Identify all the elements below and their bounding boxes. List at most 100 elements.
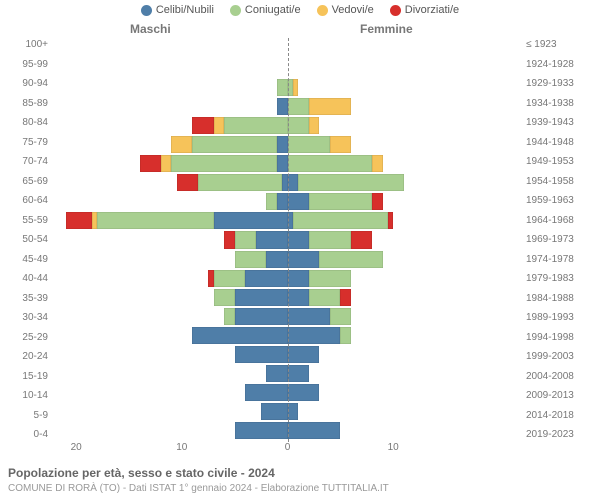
bar-segment-married — [192, 136, 277, 153]
age-band-label: 85-89 — [0, 99, 48, 109]
bar-segment-widowed — [214, 117, 225, 134]
female-bar — [288, 212, 521, 229]
bar-segment-single — [261, 403, 287, 420]
legend: Celibi/NubiliConiugati/eVedovi/eDivorzia… — [0, 4, 600, 16]
bar-segment-single — [288, 251, 320, 268]
female-bar — [288, 384, 521, 401]
bar-segment-single — [288, 403, 299, 420]
male-bar — [55, 41, 288, 58]
male-bar — [55, 365, 288, 382]
female-bar — [288, 346, 521, 363]
legend-item: Divorziati/e — [390, 4, 459, 16]
female-bar — [288, 289, 521, 306]
bar-segment-single — [235, 308, 288, 325]
male-bar — [55, 327, 288, 344]
age-band-label: 40-44 — [0, 274, 48, 284]
age-band-label: 0-4 — [0, 430, 48, 440]
legend-item: Vedovi/e — [317, 4, 374, 16]
male-bar — [55, 422, 288, 439]
female-bar — [288, 231, 521, 248]
center-axis-line — [288, 38, 289, 442]
x-tick-label: 10 — [176, 442, 187, 453]
bar-segment-married — [277, 79, 288, 96]
birth-year-label: 2019-2023 — [526, 430, 600, 440]
age-band-label: 65-69 — [0, 177, 48, 187]
legend-label: Vedovi/e — [332, 4, 374, 16]
bar-segment-married — [309, 270, 351, 287]
age-band-label: 60-64 — [0, 196, 48, 206]
gender-label-female: Femmine — [360, 22, 413, 36]
age-band-label: 15-19 — [0, 372, 48, 382]
female-bar — [288, 365, 521, 382]
bar-segment-widowed — [330, 136, 351, 153]
male-bar — [55, 60, 288, 77]
bar-segment-single — [288, 422, 341, 439]
bar-segment-married — [224, 308, 235, 325]
bar-segment-single — [245, 270, 287, 287]
population-pyramid-chart: Celibi/NubiliConiugati/eVedovi/eDivorzia… — [0, 0, 600, 500]
bar-segment-divorced — [340, 289, 351, 306]
female-bar — [288, 422, 521, 439]
bar-segment-divorced — [372, 193, 383, 210]
bar-segment-widowed — [293, 79, 298, 96]
bar-segment-single — [277, 98, 288, 115]
plot-area — [55, 40, 520, 440]
bar-segment-single — [235, 289, 288, 306]
birth-year-label: 1959-1963 — [526, 196, 600, 206]
female-bar — [288, 174, 521, 191]
male-bar — [55, 155, 288, 172]
bar-segment-divorced — [224, 231, 235, 248]
bar-segment-married — [198, 174, 283, 191]
legend-label: Coniugati/e — [245, 4, 301, 16]
bar-segment-married — [171, 155, 277, 172]
legend-item: Coniugati/e — [230, 4, 301, 16]
bar-segment-married — [266, 193, 277, 210]
age-band-label: 100+ — [0, 40, 48, 50]
birth-year-label: 2014-2018 — [526, 411, 600, 421]
gender-label-male: Maschi — [130, 22, 171, 36]
legend-label: Divorziati/e — [405, 4, 459, 16]
age-band-label: 50-54 — [0, 235, 48, 245]
legend-dot — [390, 5, 401, 16]
bar-segment-divorced — [351, 231, 372, 248]
age-band-label: 10-14 — [0, 391, 48, 401]
age-band-label: 30-34 — [0, 313, 48, 323]
male-bar — [55, 174, 288, 191]
bar-segment-divorced — [177, 174, 198, 191]
bar-segment-single — [256, 231, 288, 248]
birth-year-label: 1999-2003 — [526, 352, 600, 362]
birth-year-label: 1944-1948 — [526, 138, 600, 148]
x-tick-label: 20 — [71, 442, 82, 453]
male-bar — [55, 308, 288, 325]
bar-segment-single — [277, 193, 288, 210]
birth-year-label: 1939-1943 — [526, 118, 600, 128]
bar-segment-married — [288, 136, 330, 153]
x-tick-label: 0 — [285, 442, 291, 453]
bar-segment-single — [288, 174, 299, 191]
birth-year-label: 1954-1958 — [526, 177, 600, 187]
age-band-label: 45-49 — [0, 255, 48, 265]
bar-segment-divorced — [140, 155, 161, 172]
age-band-label: 75-79 — [0, 138, 48, 148]
x-axis-ticks: 20 10 0 10 — [55, 442, 520, 458]
bar-segment-married — [288, 117, 309, 134]
birth-year-label: 1929-1933 — [526, 79, 600, 89]
bar-segment-married — [235, 231, 256, 248]
age-band-label: 70-74 — [0, 157, 48, 167]
male-bar — [55, 136, 288, 153]
bar-segment-married — [214, 270, 246, 287]
birth-year-label: 1989-1993 — [526, 313, 600, 323]
bar-segment-single — [235, 346, 288, 363]
bar-segment-single — [288, 270, 309, 287]
bar-segment-widowed — [161, 155, 172, 172]
male-bar — [55, 98, 288, 115]
x-tick-label: 10 — [388, 442, 399, 453]
age-band-label: 55-59 — [0, 216, 48, 226]
female-bar — [288, 403, 521, 420]
chart-title: Popolazione per età, sesso e stato civil… — [8, 466, 275, 480]
bar-segment-married — [214, 289, 235, 306]
female-bar — [288, 270, 521, 287]
bar-segment-married — [224, 117, 287, 134]
legend-dot — [141, 5, 152, 16]
bar-segment-divorced — [192, 117, 213, 134]
